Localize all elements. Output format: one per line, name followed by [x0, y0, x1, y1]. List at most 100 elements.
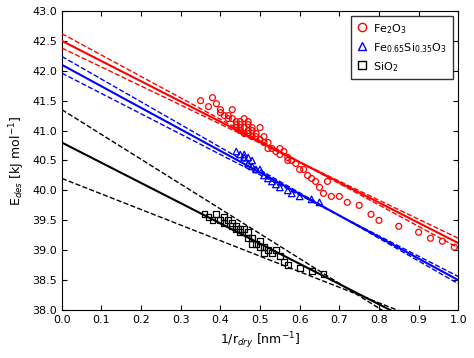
Point: [237, 229, 244, 235]
Point: [256, 166, 264, 172]
Point: [319, 190, 327, 196]
Point: [228, 107, 236, 112]
Point: [240, 125, 248, 130]
Point: [245, 155, 252, 160]
Point: [288, 158, 296, 163]
Point: [232, 125, 240, 130]
Point: [292, 161, 300, 166]
Point: [232, 122, 240, 127]
Point: [272, 182, 280, 187]
Point: [256, 125, 264, 130]
Point: [280, 259, 288, 265]
Point: [450, 245, 458, 250]
Point: [240, 155, 248, 160]
Point: [296, 194, 303, 199]
Point: [248, 241, 256, 247]
Point: [240, 131, 248, 136]
Point: [237, 152, 244, 158]
Point: [232, 223, 240, 229]
Point: [438, 238, 446, 244]
Point: [296, 166, 303, 172]
Point: [252, 166, 260, 172]
Point: [237, 119, 244, 125]
Point: [232, 226, 240, 232]
Point: [284, 262, 292, 268]
Point: [213, 101, 220, 107]
Point: [296, 265, 303, 271]
Point: [260, 140, 268, 145]
Point: [240, 152, 248, 158]
Point: [276, 184, 283, 190]
Point: [268, 250, 276, 256]
Point: [260, 173, 268, 178]
X-axis label: 1/r$_{dry}$ [nm$^{-1}$]: 1/r$_{dry}$ [nm$^{-1}$]: [220, 330, 300, 351]
Point: [260, 134, 268, 139]
Point: [228, 221, 236, 226]
Point: [240, 116, 248, 121]
Point: [264, 140, 272, 145]
Point: [312, 179, 319, 184]
Point: [308, 268, 315, 274]
Point: [248, 128, 256, 134]
Point: [308, 197, 315, 202]
Point: [220, 214, 228, 220]
Point: [209, 95, 216, 101]
Point: [272, 149, 280, 154]
Point: [220, 113, 228, 118]
Point: [237, 128, 244, 134]
Point: [232, 119, 240, 125]
Point: [276, 146, 283, 151]
Point: [252, 241, 260, 247]
Point: [316, 184, 323, 190]
Point: [300, 166, 308, 172]
Point: [268, 146, 276, 151]
Point: [375, 217, 383, 223]
Y-axis label: E$_{des}$ [kJ mol$^{-1}$]: E$_{des}$ [kJ mol$^{-1}$]: [7, 115, 27, 205]
Point: [284, 158, 292, 163]
Point: [232, 149, 240, 154]
Point: [284, 188, 292, 193]
Point: [245, 161, 252, 166]
Point: [427, 236, 434, 241]
Point: [304, 173, 311, 178]
Point: [245, 236, 252, 241]
Legend: Fe$_2$O$_3$, Fe$_{0.65}$Si$_{0.35}$O$_3$, SiO$_2$: Fe$_2$O$_3$, Fe$_{0.65}$Si$_{0.35}$O$_3$…: [351, 16, 453, 79]
Point: [319, 271, 327, 277]
Point: [276, 253, 283, 259]
Point: [197, 98, 204, 103]
Point: [248, 164, 256, 169]
Point: [248, 158, 256, 163]
Point: [225, 116, 232, 121]
Point: [344, 199, 351, 205]
Point: [260, 245, 268, 250]
Point: [217, 110, 224, 116]
Point: [205, 104, 212, 110]
Point: [284, 155, 292, 160]
Point: [256, 137, 264, 142]
Point: [280, 149, 288, 154]
Point: [237, 226, 244, 232]
Point: [228, 223, 236, 229]
Point: [217, 217, 224, 223]
Point: [245, 131, 252, 136]
Point: [220, 221, 228, 226]
Point: [248, 125, 256, 130]
Point: [324, 179, 331, 184]
Point: [264, 247, 272, 253]
Point: [356, 203, 363, 208]
Point: [264, 175, 272, 181]
Point: [395, 223, 402, 229]
Point: [201, 212, 209, 217]
Point: [225, 113, 232, 118]
Point: [240, 226, 248, 232]
Point: [288, 190, 296, 196]
Point: [367, 212, 375, 217]
Point: [225, 217, 232, 223]
Point: [316, 199, 323, 205]
Point: [248, 236, 256, 241]
Point: [217, 107, 224, 112]
Point: [248, 134, 256, 139]
Point: [308, 175, 315, 181]
Point: [237, 125, 244, 130]
Point: [237, 122, 244, 127]
